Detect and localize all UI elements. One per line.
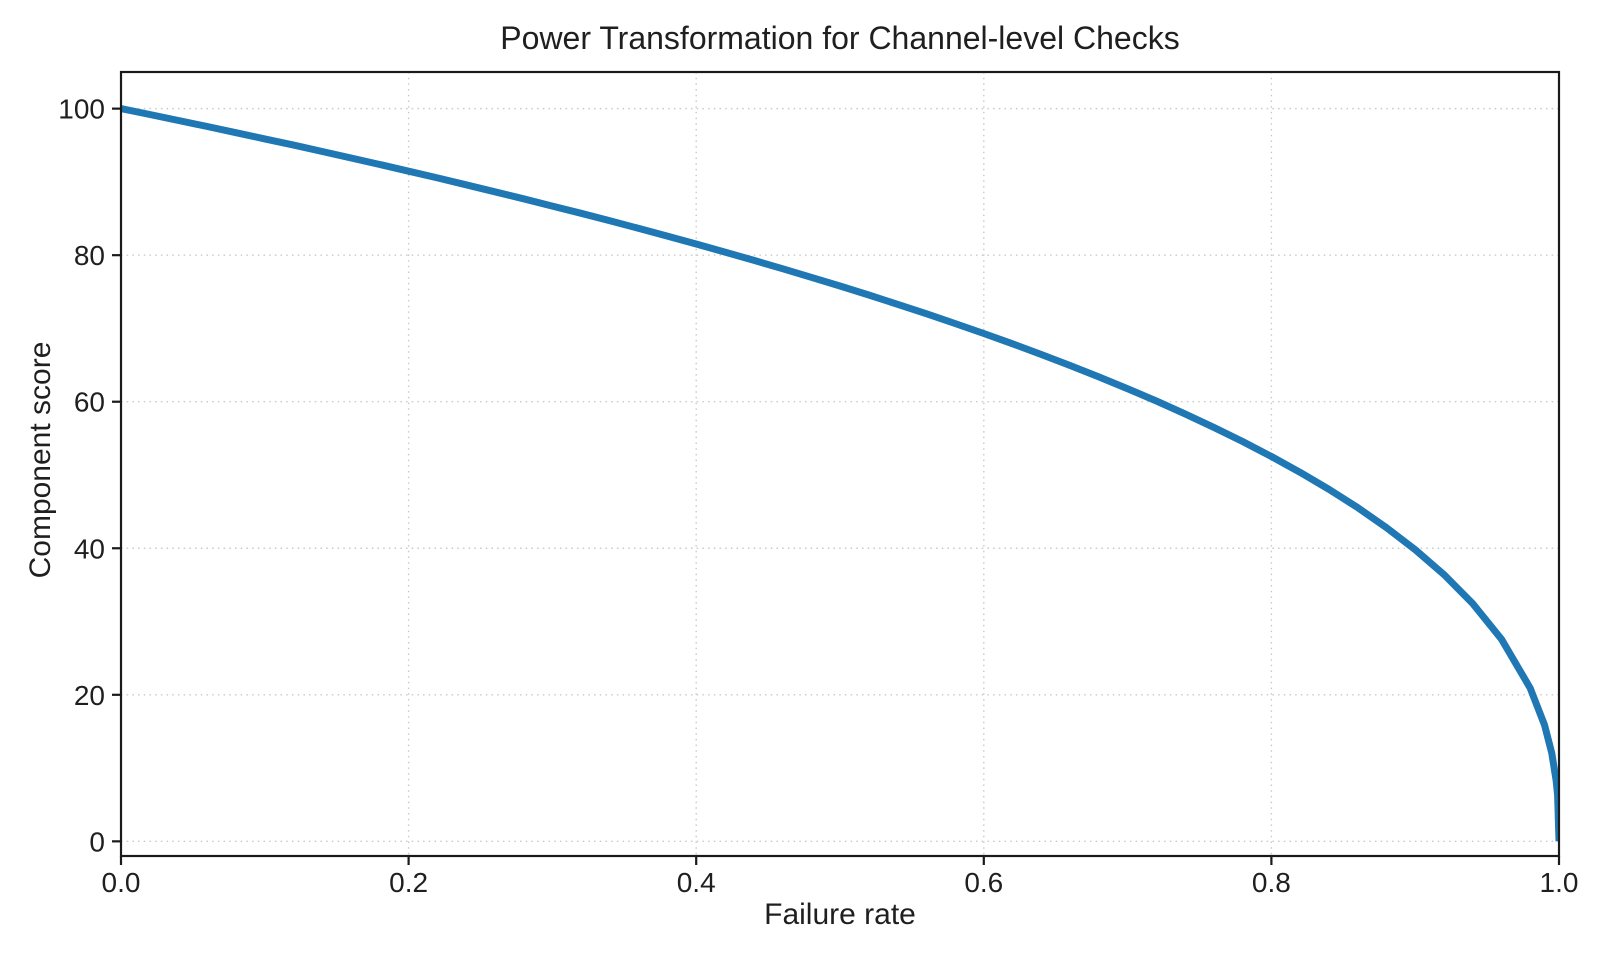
x-tick-label: 1.0 bbox=[1540, 867, 1579, 898]
series-line-component-score bbox=[121, 105, 1559, 842]
x-tick-label: 0.8 bbox=[1252, 867, 1291, 898]
y-tick-label: 40 bbox=[74, 533, 105, 564]
chart-title: Power Transformation for Channel-level C… bbox=[500, 20, 1180, 56]
x-tick-label: 0.6 bbox=[964, 867, 1003, 898]
y-tick-label: 20 bbox=[74, 680, 105, 711]
x-tick-label: 0.2 bbox=[389, 867, 428, 898]
y-tick-label: 60 bbox=[74, 387, 105, 418]
y-tick-label: 80 bbox=[74, 240, 105, 271]
y-axis-label: Component score bbox=[24, 341, 57, 579]
x-axis-label: Failure rate bbox=[764, 898, 916, 931]
y-tick-label: 0 bbox=[89, 826, 105, 857]
y-tick-label: 100 bbox=[58, 94, 105, 125]
x-tick-label: 0.4 bbox=[677, 867, 716, 898]
axes-spines bbox=[119, 70, 1561, 858]
x-tick-label: 0.0 bbox=[102, 867, 141, 898]
